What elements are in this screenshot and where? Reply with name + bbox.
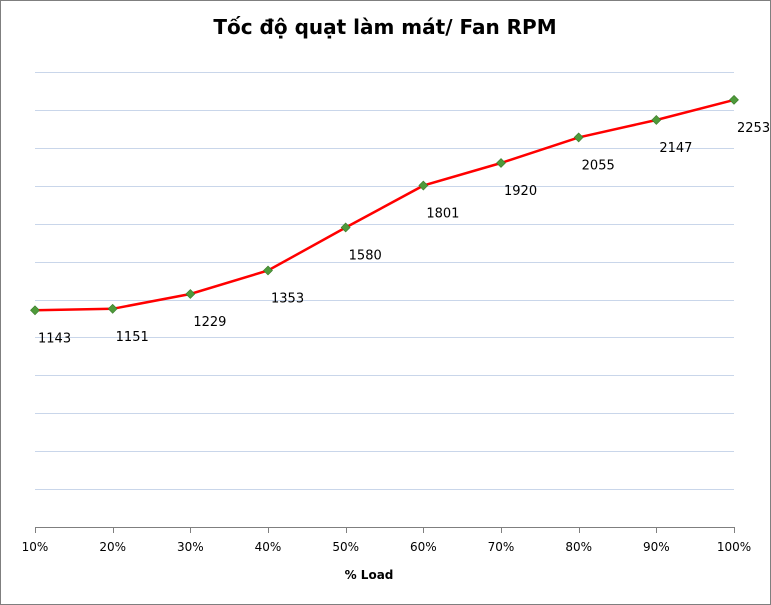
x-tick-label: 80%: [565, 540, 592, 554]
x-tick-label: 30%: [177, 540, 204, 554]
data-label: 1801: [426, 207, 459, 222]
data-label: 1920: [504, 184, 537, 199]
x-tick-label: 50%: [332, 540, 359, 554]
data-label: 2253: [737, 121, 770, 136]
data-marker: [263, 265, 273, 276]
x-tick-label: 10%: [22, 540, 49, 554]
data-marker: [185, 289, 196, 299]
x-axis-title: % Load: [345, 568, 394, 582]
data-label: 2147: [659, 141, 692, 156]
series-line: [34, 98, 735, 312]
data-label: 1229: [193, 315, 226, 330]
data-marker: [107, 303, 118, 314]
gridlines: [35, 72, 734, 490]
x-tick-marks: [35, 527, 735, 533]
data-marker: [651, 115, 662, 125]
x-tick-labels: 10% 20% 30% 40% 50% 60% 70% 80% 90% 100%: [22, 540, 751, 554]
data-markers: [30, 94, 739, 316]
x-tick-label: 90%: [643, 540, 670, 554]
x-tick-label: 70%: [488, 540, 515, 554]
watermark: PCMAG.VN: [660, 574, 767, 594]
data-marker: [340, 222, 351, 233]
x-tick-label: 20%: [99, 540, 126, 554]
data-marker: [729, 94, 739, 105]
data-label: 1151: [116, 330, 149, 345]
chart-title: Tốc độ quạt làm mát/ Fan RPM: [213, 15, 556, 39]
x-tick-label: 60%: [410, 540, 437, 554]
data-marker: [418, 180, 429, 191]
data-label: 1580: [349, 248, 382, 263]
x-tick-label: 100%: [717, 540, 751, 554]
data-label: 1353: [271, 291, 304, 306]
data-labels: 1143 1151 1229 1353 1580 1801 1920 2055 2147 2253: [38, 121, 770, 346]
data-marker: [30, 305, 40, 316]
data-marker: [496, 158, 506, 168]
data-label: 2055: [582, 158, 615, 173]
x-tick-label: 40%: [255, 540, 282, 554]
data-marker: [573, 132, 584, 143]
data-label: 1143: [38, 331, 71, 346]
